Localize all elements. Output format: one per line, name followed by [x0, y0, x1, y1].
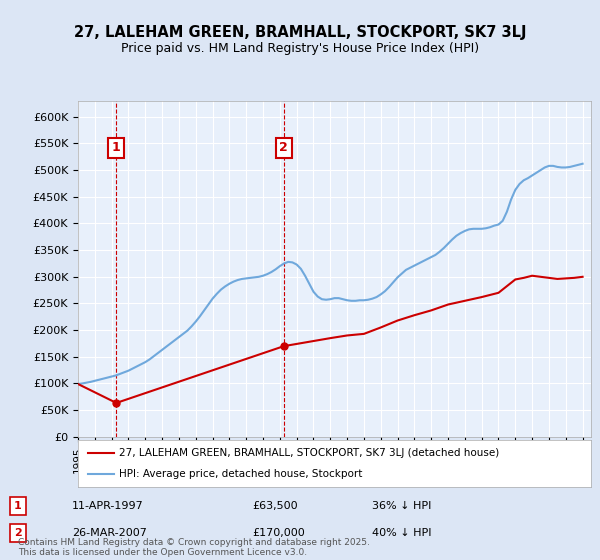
Text: Price paid vs. HM Land Registry's House Price Index (HPI): Price paid vs. HM Land Registry's House … [121, 42, 479, 55]
Text: 11-APR-1997: 11-APR-1997 [72, 501, 144, 511]
Text: £170,000: £170,000 [252, 528, 305, 538]
Text: 26-MAR-2007: 26-MAR-2007 [72, 528, 147, 538]
Text: 2: 2 [14, 528, 22, 538]
Text: 40% ↓ HPI: 40% ↓ HPI [372, 528, 431, 538]
Text: 27, LALEHAM GREEN, BRAMHALL, STOCKPORT, SK7 3LJ (detached house): 27, LALEHAM GREEN, BRAMHALL, STOCKPORT, … [119, 448, 499, 458]
Text: 1: 1 [14, 501, 22, 511]
Text: £63,500: £63,500 [252, 501, 298, 511]
Text: 27, LALEHAM GREEN, BRAMHALL, STOCKPORT, SK7 3LJ: 27, LALEHAM GREEN, BRAMHALL, STOCKPORT, … [74, 25, 526, 40]
Text: 36% ↓ HPI: 36% ↓ HPI [372, 501, 431, 511]
Text: HPI: Average price, detached house, Stockport: HPI: Average price, detached house, Stoc… [119, 469, 362, 479]
Text: 2: 2 [280, 141, 288, 155]
Text: Contains HM Land Registry data © Crown copyright and database right 2025.
This d: Contains HM Land Registry data © Crown c… [18, 538, 370, 557]
Text: 1: 1 [112, 141, 121, 155]
